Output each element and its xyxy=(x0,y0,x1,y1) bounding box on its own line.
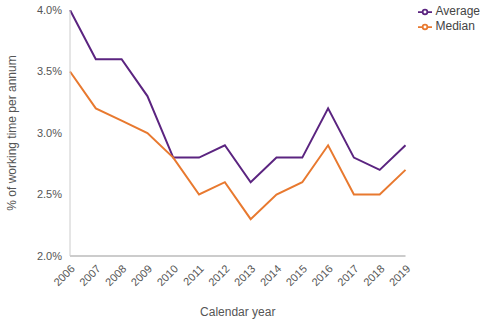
svg-text:% of working time per annum: % of working time per annum xyxy=(8,55,19,210)
svg-text:2019: 2019 xyxy=(387,262,413,288)
svg-text:2008: 2008 xyxy=(103,262,129,288)
svg-text:2017: 2017 xyxy=(335,262,361,288)
svg-text:2013: 2013 xyxy=(232,262,258,288)
svg-text:2007: 2007 xyxy=(77,262,103,288)
svg-text:3.0%: 3.0% xyxy=(37,127,62,139)
svg-text:Calendar year: Calendar year xyxy=(200,305,275,319)
svg-text:2.0%: 2.0% xyxy=(37,250,62,262)
svg-text:2011: 2011 xyxy=(181,262,206,287)
svg-text:2009: 2009 xyxy=(129,262,155,288)
svg-text:2014: 2014 xyxy=(258,262,284,288)
svg-text:4.0%: 4.0% xyxy=(37,4,62,16)
svg-text:2016: 2016 xyxy=(309,262,335,288)
svg-text:2006: 2006 xyxy=(51,262,77,288)
svg-text:2010: 2010 xyxy=(154,262,180,288)
svg-text:2.5%: 2.5% xyxy=(37,188,62,200)
svg-text:2015: 2015 xyxy=(283,262,309,288)
html-text:Average: Average xyxy=(435,4,480,18)
svg-text:2018: 2018 xyxy=(361,262,387,288)
svg-text:2012: 2012 xyxy=(206,262,232,288)
svg-text:3.5%: 3.5% xyxy=(37,65,62,77)
html-text:Median: Median xyxy=(435,18,475,33)
